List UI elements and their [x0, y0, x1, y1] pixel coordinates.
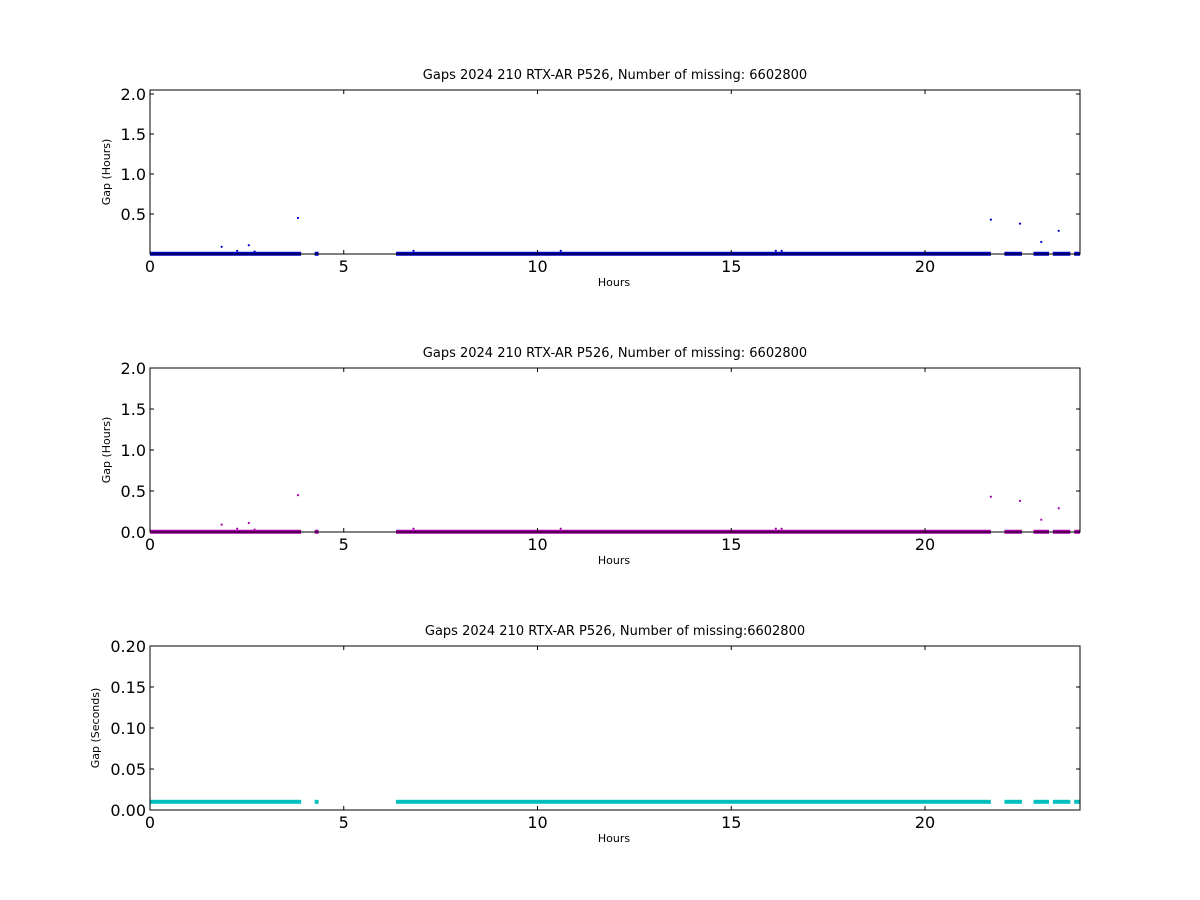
gap-point	[253, 528, 256, 531]
gap-point	[780, 527, 783, 530]
subplot-1: Gaps 2024 210 RTX-AR P526, Number of mis…	[100, 68, 1081, 289]
x-axis-label: Hours	[598, 276, 630, 289]
gap-point	[247, 521, 250, 525]
y-axis-label: Gap (Seconds)	[89, 688, 102, 769]
y-tick-label: 0.20	[110, 637, 146, 656]
gap-point	[296, 494, 300, 497]
subplot-2: Gaps 2024 210 RTX-AR P526, Number of mis…	[100, 346, 1081, 567]
x-axis-ticks: 0 5 10 15 20	[145, 90, 935, 276]
subplot-3: Gaps 2024 210 RTX-AR P526, Number of mis…	[89, 624, 1081, 845]
gap-point	[253, 250, 256, 253]
gap-point	[236, 527, 239, 530]
gap-point	[559, 527, 562, 530]
x-tick-label: 0	[145, 535, 155, 554]
gap-point	[1057, 507, 1060, 510]
x-tick-label: 20	[915, 257, 935, 276]
x-tick-label: 10	[527, 535, 547, 554]
x-tick-label: 5	[339, 257, 349, 276]
x-axis-ticks: 0 5 10 15 20	[145, 646, 935, 832]
gap-point	[1057, 229, 1060, 232]
x-axis-label: Hours	[598, 832, 630, 845]
y-tick-label: 0.5	[121, 205, 146, 224]
x-tick-label: 20	[915, 535, 935, 554]
y-tick-label: 0.05	[110, 760, 146, 779]
y-axis-label: Gap (Hours)	[100, 417, 113, 484]
y-axis-ticks: 0.0 0.5 1.0 1.5 2.0	[121, 359, 1080, 542]
gap-point	[774, 527, 777, 530]
x-tick-label: 5	[339, 813, 349, 832]
y-tick-label: 0.5	[121, 482, 146, 501]
y-tick-label: 2.0	[121, 359, 146, 378]
gap-point	[220, 523, 223, 526]
gap-point	[247, 244, 250, 247]
series-markers	[150, 799, 1080, 804]
gap-marker-run	[1074, 799, 1080, 804]
x-tick-label: 0	[145, 257, 155, 276]
x-tick-label: 5	[339, 535, 349, 554]
gap-point	[989, 218, 992, 221]
x-tick-label: 15	[721, 257, 741, 276]
y-axis-ticks: 0.00 0.05 0.10 0.15 0.20	[110, 637, 1080, 820]
x-axis-ticks: 0 5 10 15 20	[145, 368, 935, 554]
x-tick-label: 10	[527, 813, 547, 832]
gap-point	[296, 216, 300, 220]
x-tick-label: 15	[721, 813, 741, 832]
gap-marker-run	[1052, 799, 1071, 804]
x-tick-label: 10	[527, 257, 547, 276]
chart-title: Gaps 2024 210 RTX-AR P526, Number of mis…	[423, 346, 807, 361]
gap-point	[220, 245, 223, 248]
gap-point	[1018, 222, 1022, 225]
plot-frame	[149, 89, 1081, 255]
y-tick-label: 1.0	[121, 441, 146, 460]
gap-marker-run	[396, 799, 991, 804]
x-tick-label: 20	[915, 813, 935, 832]
gap-point	[1018, 499, 1022, 502]
y-tick-label: 1.5	[121, 125, 146, 144]
chart-title: Gaps 2024 210 RTX-AR P526, Number of mis…	[425, 624, 805, 639]
y-axis-label: Gap (Hours)	[100, 139, 113, 206]
y-tick-label: 0.00	[110, 801, 146, 820]
x-tick-label: 15	[721, 535, 741, 554]
gap-marker-run	[314, 799, 319, 804]
gap-point	[1040, 240, 1043, 244]
chart-title: Gaps 2024 210 RTX-AR P526, Number of mis…	[423, 68, 807, 83]
gap-point	[236, 249, 239, 252]
gap-point	[989, 495, 992, 498]
gap-point	[412, 249, 415, 252]
x-tick-label: 0	[145, 813, 155, 832]
gap-marker-run	[150, 799, 302, 804]
y-tick-label: 0.0	[121, 523, 146, 542]
gap-point	[1040, 518, 1043, 521]
y-tick-label: 1.5	[121, 400, 146, 419]
y-axis-ticks: 0.5 1.0 1.5 2.0	[121, 85, 1080, 224]
gap-marker-run	[1033, 799, 1049, 804]
gap-marker-run	[1004, 799, 1022, 804]
gap-point	[559, 249, 562, 252]
x-axis-label: Hours	[598, 554, 630, 567]
y-tick-label: 2.0	[121, 85, 146, 104]
gap-point	[780, 249, 783, 252]
y-tick-label: 0.10	[110, 719, 146, 738]
y-tick-label: 0.15	[110, 678, 146, 697]
gap-point	[774, 249, 777, 252]
y-tick-label: 1.0	[121, 165, 146, 184]
gap-point	[412, 527, 415, 530]
